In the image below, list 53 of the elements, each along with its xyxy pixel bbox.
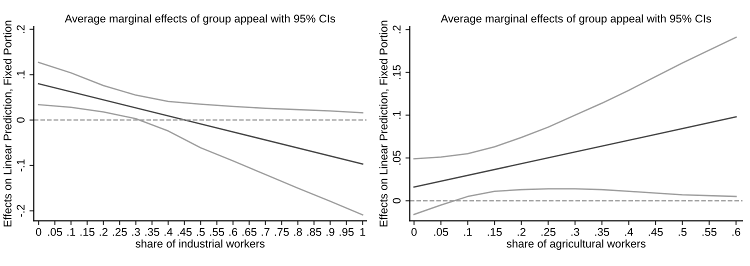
x-tick-label: .15 xyxy=(488,228,502,236)
x-axis-title: share of agricultural workers xyxy=(506,239,646,250)
x-tick-label: .1 xyxy=(464,228,472,236)
x-tick-label: .35 xyxy=(595,228,610,236)
x-tick-label: .6 xyxy=(732,228,740,236)
x-tick-label: .05 xyxy=(434,228,448,236)
x-tick-label: .4 xyxy=(625,228,634,236)
y-tick-label: .2 xyxy=(392,26,401,34)
x-tick-label: .3 xyxy=(132,228,140,236)
y-tick-label: -.2 xyxy=(16,204,24,217)
x-axis-title: share of industrial workers xyxy=(136,239,265,248)
x-tick-label: .05 xyxy=(48,228,62,236)
x-tick-label: .6 xyxy=(229,228,238,236)
y-tick-label: .2 xyxy=(16,25,24,33)
chart-title: Average marginal effects of group appeal with 95% CIs xyxy=(64,14,336,25)
line-series xyxy=(413,36,737,160)
x-tick-label: .4 xyxy=(164,228,173,236)
x-tick-label: .55 xyxy=(210,228,224,236)
y-tick-label: .1 xyxy=(392,111,401,119)
chart-title: Average marginal effects of group appeal with 95% CIs xyxy=(440,14,712,25)
x-tick-label: 1 xyxy=(360,228,366,236)
line-series xyxy=(38,62,364,114)
x-tick-label: .7 xyxy=(262,228,270,236)
y-tick-label: 0 xyxy=(392,198,401,204)
line-series xyxy=(38,104,364,216)
x-tick-label: .9 xyxy=(326,228,334,236)
x-tick-label: .75 xyxy=(274,228,289,236)
y-tick-label: .1 xyxy=(16,70,24,78)
x-tick-label: .1 xyxy=(67,228,76,236)
y-tick-label: .15 xyxy=(392,65,401,80)
x-tick-label: 0 xyxy=(411,228,417,236)
x-tick-label: .85 xyxy=(307,228,322,236)
x-tick-label: .8 xyxy=(294,228,302,236)
x-tick-label: .5 xyxy=(678,228,687,236)
y-tick-label: .05 xyxy=(392,150,401,165)
x-tick-label: .2 xyxy=(518,228,526,236)
x-tick-label: .3 xyxy=(571,228,580,236)
x-tick-label: .35 xyxy=(145,228,160,236)
y-tick-label: -.1 xyxy=(16,159,24,172)
x-tick-label: .55 xyxy=(702,228,716,236)
x-tick-label: .65 xyxy=(242,228,256,236)
y-axis-title: Effects on Linear Prediction, Fixed Portion xyxy=(379,20,389,226)
x-tick-label: .2 xyxy=(100,228,108,236)
y-tick-label: 0 xyxy=(16,117,25,123)
y-axis-title: Effects on Linear Prediction, Fixed Portion xyxy=(3,20,13,226)
x-tick-label: .25 xyxy=(542,228,556,236)
x-tick-label: .5 xyxy=(196,228,205,236)
x-tick-label: 0 xyxy=(36,228,42,236)
x-tick-label: .45 xyxy=(178,228,192,236)
x-tick-label: .25 xyxy=(112,228,127,236)
x-tick-label: .95 xyxy=(340,228,354,236)
x-tick-label: .45 xyxy=(648,228,663,236)
x-tick-label: .15 xyxy=(80,228,94,236)
